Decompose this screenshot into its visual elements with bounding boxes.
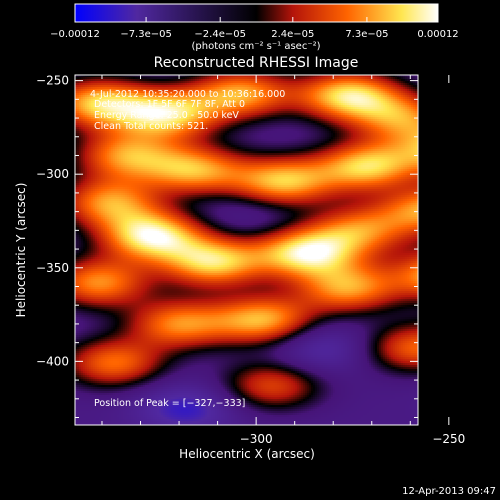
axis-ticks: −300−250−200−250−300−350−400 — [36, 74, 465, 446]
plot-area: −300−250−200−250−300−350−400 4-Jul-2012 … — [36, 74, 465, 446]
colorbar-unit-label: (photons cm⁻² s⁻¹ asec⁻²) — [191, 41, 320, 52]
plot-frame — [74, 74, 419, 426]
x-axis-label: Heliocentric X (arcsec) — [179, 447, 315, 461]
colorbar: −0.00012 −7.3e−05 −2.4e−05 2.4e−05 7.3e−05 0.… — [50, 3, 459, 52]
colorbar-tick-label: 7.3e−05 — [345, 29, 388, 40]
y-tick-label: −350 — [36, 261, 69, 275]
annotation-time-range: 4-Jul-2012 10:35:20.000 to 10:36:16.000 — [90, 89, 285, 100]
x-tick-label: −300 — [240, 432, 273, 446]
colorbar-tick-label: −0.00012 — [50, 29, 100, 40]
colorbar-tick-label: 0.00012 — [417, 29, 458, 40]
chart-title: Reconstructed RHESSI Image — [154, 55, 359, 71]
annotation-energy-range: Energy Range: 25.0 - 50.0 keV — [94, 110, 239, 121]
y-axis-label: Heliocentric Y (arcsec) — [14, 183, 28, 318]
annotation-detectors: Detectors: 1F 5F 6F 7F 8F, Att 0 — [94, 99, 245, 110]
x-tick-label: −250 — [432, 432, 465, 446]
colorbar-tick-label: −2.4e−05 — [194, 29, 246, 40]
annotation-peak-position: Position of Peak = [−327,−333] — [94, 398, 245, 409]
y-tick-label: −400 — [36, 354, 69, 368]
y-tick-label: −300 — [36, 167, 69, 181]
y-tick-label: −250 — [36, 74, 69, 88]
footer-timestamp: 12-Apr-2013 09:47 — [402, 486, 496, 497]
colorbar-tick-label: 2.4e−05 — [271, 29, 314, 40]
colorbar-ticks: −0.00012 −7.3e−05 −2.4e−05 2.4e−05 7.3e−05 0.… — [50, 17, 459, 40]
colorbar-gradient — [74, 3, 439, 23]
annotation-block: 4-Jul-2012 10:35:20.000 to 10:36:16.000 … — [90, 89, 285, 409]
colorbar-tick-label: −7.3e−05 — [120, 29, 172, 40]
annotation-total-counts: Clean Total counts: 521. — [94, 121, 208, 132]
